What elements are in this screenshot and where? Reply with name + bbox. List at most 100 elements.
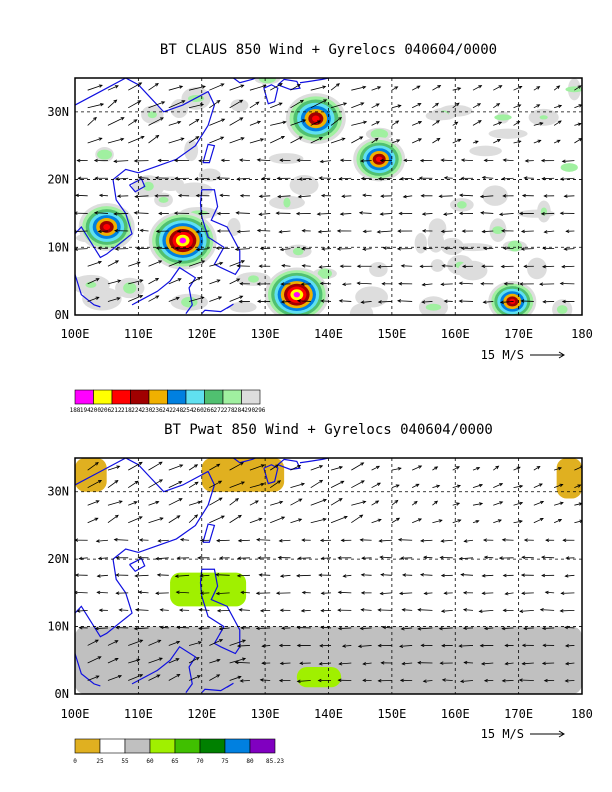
wind-vector-head	[237, 556, 242, 560]
wind-vector-head	[416, 85, 421, 89]
wind-vector	[198, 627, 210, 629]
wind-vector-head	[239, 462, 244, 466]
cloud-cluster	[312, 115, 320, 122]
wind-vector	[209, 515, 225, 524]
wind-vector-head	[483, 626, 488, 631]
wind-vector-head	[541, 626, 546, 631]
wind-vector-head	[118, 500, 123, 504]
wind-vector-head	[397, 467, 402, 471]
wind-vector	[432, 138, 440, 144]
wind-vector-head	[376, 482, 381, 486]
wind-vector	[441, 159, 453, 162]
wind-vector-head	[159, 479, 164, 483]
wind-vector-head	[397, 104, 402, 108]
wind-vector	[330, 83, 340, 91]
wind-vector-head	[483, 555, 488, 560]
wind-vector	[128, 261, 141, 267]
wind-vector	[432, 120, 440, 126]
colorbar-swatch	[174, 738, 201, 754]
colorbar-swatch	[204, 389, 224, 405]
wind-vector	[432, 103, 439, 109]
wind-vector-head	[134, 608, 139, 612]
cloud-patch	[142, 181, 154, 191]
wind-vector-head	[194, 514, 199, 519]
wind-vector	[259, 213, 271, 215]
coastline	[202, 523, 216, 543]
wind-vector-head	[240, 260, 246, 264]
wind-vector-head	[75, 247, 78, 251]
wind-vector	[422, 283, 433, 286]
wind-vector-head	[396, 517, 401, 522]
cloud-patch	[565, 86, 582, 93]
wind-vector-head	[458, 211, 463, 216]
x-tick-label: 150E	[377, 327, 406, 341]
wind-vector-head	[116, 194, 121, 198]
wind-vector	[320, 282, 332, 285]
wind-vector	[87, 296, 99, 302]
wind-vector-head	[479, 194, 484, 199]
wind-vector-head	[215, 573, 220, 577]
wind-vector-head	[539, 608, 544, 612]
wind-vector	[574, 503, 582, 506]
wind-vector	[298, 557, 311, 559]
wind-vector	[115, 177, 129, 180]
wind-vector-head	[394, 86, 399, 90]
wind-vector	[432, 466, 438, 471]
wind-vector	[400, 177, 413, 180]
colorbar-label: 188	[70, 407, 81, 414]
wind-vector-head	[238, 299, 243, 304]
wind-vector-head	[221, 118, 226, 122]
wind-vector-head	[340, 538, 345, 543]
coastline	[201, 682, 234, 694]
wind-vector-head	[518, 678, 523, 682]
wind-vector-head	[98, 137, 103, 141]
wind-vector	[459, 282, 474, 285]
wind-vector-head	[518, 211, 523, 216]
wind-vector-head	[362, 247, 367, 251]
wind-vector	[519, 609, 534, 612]
wind-vector-head	[97, 229, 102, 234]
cloud-patch	[175, 182, 213, 198]
wind-vector	[297, 680, 311, 682]
wind-vector	[310, 120, 321, 126]
wind-vector-head	[463, 539, 468, 543]
wind-vector-head	[194, 481, 199, 486]
wind-vector-head	[297, 556, 302, 560]
wind-vector	[399, 645, 413, 647]
wind-vector-head	[435, 102, 439, 107]
wind-vector	[98, 557, 108, 559]
wind-vector-head	[399, 644, 404, 648]
wind-vector	[270, 501, 283, 506]
wind-vector-head	[418, 176, 423, 180]
wind-vector-head	[235, 498, 239, 502]
cloud-patch	[229, 301, 257, 313]
wind-vector	[371, 138, 379, 144]
wind-vector-head	[455, 466, 460, 470]
wind-vector-head	[419, 573, 425, 577]
wind-vector	[237, 230, 250, 233]
coastline	[201, 303, 234, 315]
wind-vector	[574, 85, 582, 91]
wind-vector-head	[181, 100, 186, 104]
wind-vector-head	[279, 608, 284, 613]
x-tick-label: 130E	[251, 707, 280, 721]
y-tick-label: 20N	[47, 552, 69, 566]
wind-vector-head	[521, 591, 526, 595]
wind-vector	[502, 177, 514, 180]
wind-vector	[148, 657, 163, 664]
colorbar-swatch	[222, 389, 242, 405]
x-tick-label: 170E	[504, 327, 533, 341]
wind-vector-head	[114, 657, 119, 662]
wind-vector	[339, 300, 352, 302]
wind-vector-head	[394, 499, 399, 504]
wind-vector	[134, 627, 149, 630]
wind-vector-head	[100, 102, 105, 107]
wind-vector-head	[259, 246, 264, 251]
wind-vector	[297, 300, 311, 302]
colorbar-label: 25	[96, 758, 104, 765]
wind-vector	[148, 501, 159, 506]
wind-vector	[523, 627, 534, 629]
wind-vector-head	[155, 277, 160, 282]
wind-vector-head	[563, 247, 568, 251]
cloud-patch	[369, 261, 388, 278]
